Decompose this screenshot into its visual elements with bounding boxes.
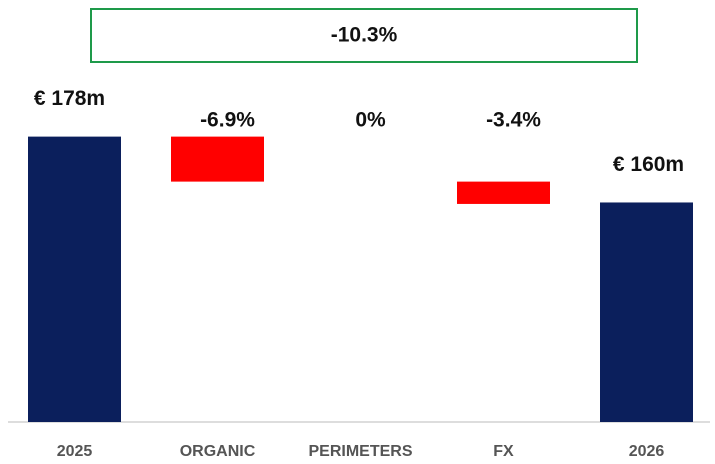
x-tick-label: FX xyxy=(493,443,514,460)
bar xyxy=(600,202,693,422)
x-tick-label: PERIMETERS xyxy=(308,443,412,460)
x-tick-label: ORGANIC xyxy=(180,443,256,460)
value-label: € 178m xyxy=(34,87,105,110)
bar xyxy=(28,136,121,423)
change-label: -3.4% xyxy=(486,109,541,132)
change-label: -6.9% xyxy=(200,109,255,132)
bar xyxy=(171,136,264,182)
x-tick-label: 2025 xyxy=(57,443,93,460)
x-tick-label: 2026 xyxy=(629,443,665,460)
total-change-banner xyxy=(90,8,638,63)
change-label: 0% xyxy=(355,109,386,132)
bar xyxy=(457,181,550,204)
total-change-label: -10.3% xyxy=(331,24,398,47)
value-label: € 160m xyxy=(613,153,684,176)
